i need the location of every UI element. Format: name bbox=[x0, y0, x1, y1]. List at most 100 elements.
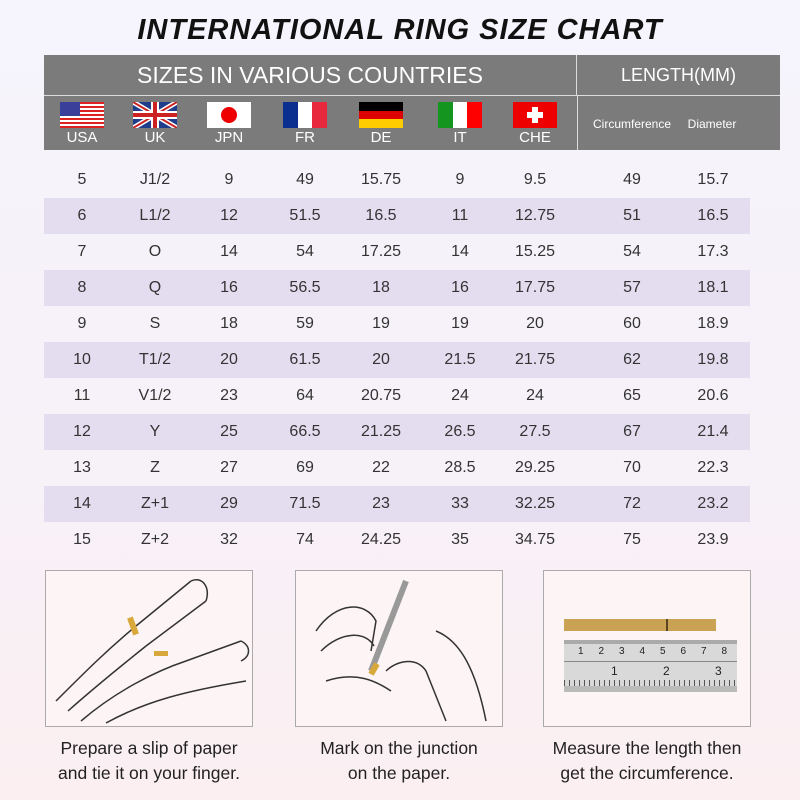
table-cell: 17.25 bbox=[360, 243, 402, 260]
divider bbox=[577, 96, 578, 150]
table-cell: Q bbox=[148, 279, 162, 296]
table-cell: 6 bbox=[77, 207, 87, 224]
italy-flag-icon bbox=[438, 102, 482, 128]
table-cell: 14 bbox=[451, 243, 469, 260]
table-cell: 25 bbox=[220, 423, 238, 440]
table-cell: 9 bbox=[224, 171, 234, 188]
ruler-cm-label: 1 bbox=[578, 646, 584, 657]
paper-strip bbox=[564, 619, 716, 631]
table-cell: 10 bbox=[73, 351, 91, 368]
table-cell: 9 bbox=[77, 315, 87, 332]
length-header: LENGTH(MM) bbox=[577, 55, 780, 96]
table-row: 9 S 18 59 19 19 20 60 18.9 bbox=[44, 306, 750, 342]
table-cell: 27 bbox=[220, 459, 238, 476]
step-1-caption: Prepare a slip of paper and tie it on you… bbox=[19, 736, 279, 786]
country-code: UK bbox=[144, 129, 166, 146]
table-cell: 60 bbox=[623, 315, 641, 332]
table-cell: Z+2 bbox=[140, 531, 169, 548]
table-cell: 74 bbox=[296, 531, 314, 548]
country-de: DE bbox=[351, 102, 411, 146]
table-cell: 12 bbox=[73, 423, 91, 440]
table-cell: 18.9 bbox=[697, 315, 729, 332]
country-code: FR bbox=[295, 129, 315, 146]
country-code: CHE bbox=[519, 129, 551, 146]
country-code: JPN bbox=[214, 129, 244, 146]
ruler-inch-label: 3 bbox=[715, 664, 722, 678]
countries-header: SIZES IN VARIOUS COUNTRIES bbox=[44, 55, 577, 96]
table-cell: 22 bbox=[372, 459, 390, 476]
table-cell: 11 bbox=[73, 387, 91, 404]
uk-flag-icon bbox=[133, 102, 177, 128]
caption-line: Measure the length then bbox=[552, 738, 742, 758]
table-cell: 5 bbox=[77, 171, 87, 188]
table-cell: 32 bbox=[220, 531, 238, 548]
caption-line: Prepare a slip of paper bbox=[60, 738, 238, 758]
country-usa: USA bbox=[52, 102, 112, 146]
ruler-inch-label: 1 bbox=[611, 664, 618, 678]
step-1-illustration bbox=[45, 570, 253, 727]
table-cell: 71.5 bbox=[289, 495, 321, 512]
table-cell: 23.9 bbox=[697, 531, 729, 548]
table-cell: 24 bbox=[451, 387, 469, 404]
table-cell: 54 bbox=[623, 243, 641, 260]
table-cell: 57 bbox=[623, 279, 641, 296]
us-flag-icon bbox=[60, 102, 104, 128]
table-cell: 66.5 bbox=[289, 423, 321, 440]
table-cell: 61.5 bbox=[289, 351, 321, 368]
table-cell: 24 bbox=[526, 387, 544, 404]
ruler-cm-label: 4 bbox=[639, 646, 646, 657]
country-code: DE bbox=[370, 129, 392, 146]
ruler-cm-label: 5 bbox=[660, 646, 666, 657]
france-flag-icon bbox=[283, 102, 327, 128]
table-cell: 72 bbox=[623, 495, 641, 512]
table-cell: 14 bbox=[73, 495, 91, 512]
table-cell: 20.75 bbox=[360, 387, 402, 404]
table-cell: 12.75 bbox=[514, 207, 556, 224]
table-cell: 26.5 bbox=[444, 423, 476, 440]
table-cell: 56.5 bbox=[289, 279, 321, 296]
table-cell: 34.75 bbox=[514, 531, 556, 548]
table-cell: 14 bbox=[220, 243, 238, 260]
table-cell: 19 bbox=[451, 315, 469, 332]
table-cell: 8 bbox=[77, 279, 87, 296]
table-cell: 65 bbox=[623, 387, 641, 404]
table-cell: 21.25 bbox=[360, 423, 402, 440]
table-cell: V1/2 bbox=[138, 387, 172, 404]
table-cell: 21.75 bbox=[514, 351, 556, 368]
table-cell: S bbox=[149, 315, 161, 332]
japan-flag-icon bbox=[207, 102, 251, 128]
table-cell: 9.5 bbox=[523, 171, 547, 188]
table-cell: 11 bbox=[451, 207, 469, 224]
table-cell: 16 bbox=[220, 279, 238, 296]
table-row: 14 Z+1 29 71.5 23 33 32.25 72 23.2 bbox=[44, 486, 750, 522]
page-title: INTERNATIONAL RING SIZE CHART bbox=[137, 14, 663, 46]
table-cell: 18.1 bbox=[697, 279, 729, 296]
table-header: SIZES IN VARIOUS COUNTRIES LENGTH(MM) US… bbox=[44, 55, 780, 150]
table-cell: 20 bbox=[372, 351, 390, 368]
table-cell: J1/2 bbox=[139, 171, 171, 188]
table-cell: 75 bbox=[623, 531, 641, 548]
table-cell: 51.5 bbox=[289, 207, 321, 224]
table-cell: 29 bbox=[220, 495, 238, 512]
table-cell: 19.8 bbox=[697, 351, 729, 368]
circumference-header: Circumference bbox=[592, 117, 672, 131]
hand-marking-paper-icon bbox=[315, 579, 487, 722]
table-cell: 62 bbox=[623, 351, 641, 368]
caption-line: on the paper. bbox=[347, 763, 451, 783]
ruler-cm-label: 2 bbox=[598, 646, 605, 657]
table-cell: 15.25 bbox=[514, 243, 556, 260]
table-cell: 12 bbox=[220, 207, 238, 224]
table-cell: 13 bbox=[73, 459, 91, 476]
table-cell: 16 bbox=[451, 279, 469, 296]
country-code: IT bbox=[453, 129, 467, 146]
table-cell: 15.7 bbox=[697, 171, 729, 188]
ruler-cm-label: 6 bbox=[680, 646, 687, 657]
table-cell: 24.25 bbox=[360, 531, 402, 548]
step-2-illustration bbox=[295, 570, 503, 727]
table-row: 7 O 14 54 17.25 14 15.25 54 17.3 bbox=[44, 234, 750, 270]
table-cell: 23 bbox=[220, 387, 238, 404]
table-cell: 7 bbox=[77, 243, 87, 260]
table-cell: 49 bbox=[623, 171, 641, 188]
table-cell: 18 bbox=[372, 279, 390, 296]
